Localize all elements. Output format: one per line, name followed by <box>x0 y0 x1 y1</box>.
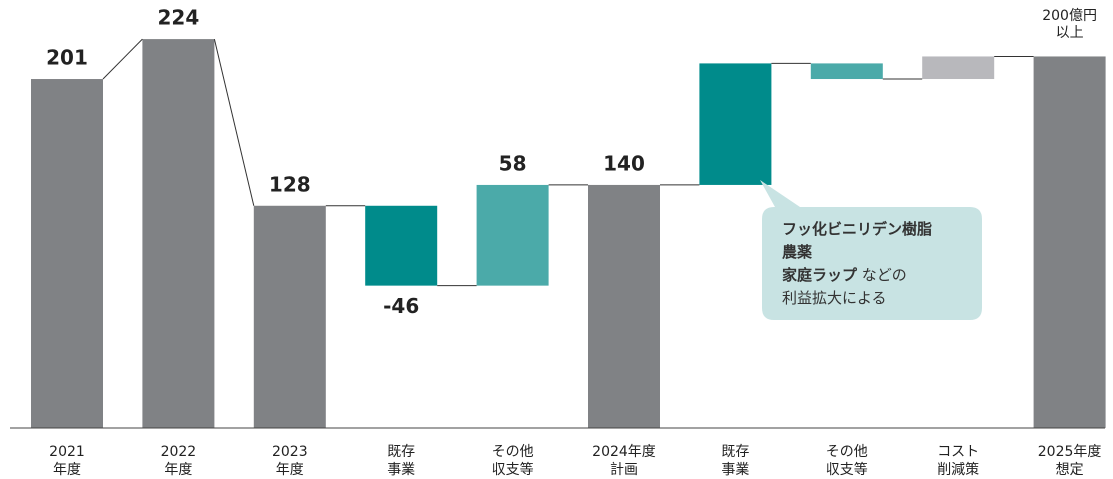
connector <box>102 38 143 80</box>
x-tick-label: その他 <box>826 444 868 460</box>
callout-span: 家庭ラップ <box>782 266 858 284</box>
callout-span: 利益拡大による <box>782 289 887 307</box>
x-tick-label: 年度 <box>53 462 81 478</box>
x-tick-label: 2025年度 <box>1038 444 1102 460</box>
x-tick-label: 既存 <box>721 444 749 460</box>
callout-box <box>760 180 982 320</box>
bar <box>699 63 772 185</box>
x-tick-label: 年度 <box>276 462 304 478</box>
x-tick-label: 事業 <box>721 462 749 478</box>
callout-text: 農薬 <box>782 243 812 261</box>
x-tick-label: 2021 <box>49 444 85 460</box>
bar <box>588 184 660 428</box>
callout-span: フッ化ビニリデン樹脂 <box>782 220 932 238</box>
bar <box>1033 56 1106 429</box>
bar <box>31 79 103 428</box>
x-tick-label: その他 <box>492 444 534 460</box>
x-tick-label: 2022 <box>161 444 197 460</box>
value-label: -46 <box>383 294 419 318</box>
bar <box>810 63 883 80</box>
value-label: 140 <box>603 151 645 175</box>
bar <box>476 184 549 286</box>
x-tick-label: 収支等 <box>492 461 534 478</box>
value-label: 58 <box>499 151 527 175</box>
x-tick-label: 削減策 <box>937 461 979 478</box>
callout-span: などの <box>857 266 907 284</box>
callout-text: フッ化ビニリデン樹脂 <box>782 220 932 238</box>
annotation: 以上 <box>1056 25 1084 41</box>
x-tick-label: 計画 <box>610 462 638 478</box>
callout-span: 農薬 <box>782 243 812 261</box>
value-label: 128 <box>269 172 311 196</box>
bar <box>365 205 438 286</box>
x-tick-label: 年度 <box>164 462 192 478</box>
x-tick-label: 想定 <box>1056 462 1084 478</box>
x-tick-label: 既存 <box>387 444 415 460</box>
x-tick-label: 2024年度 <box>592 444 656 460</box>
bar <box>142 39 215 429</box>
x-tick-label: 2023 <box>272 444 308 460</box>
value-label: 201 <box>46 46 88 70</box>
x-tick-label: 収支等 <box>826 461 868 478</box>
annotation: 200億円 <box>1042 8 1097 24</box>
bar <box>253 205 326 428</box>
x-tick-label: 事業 <box>387 462 415 478</box>
callout-text: 家庭ラップ などの <box>782 266 907 284</box>
callout-text: 利益拡大による <box>782 289 887 307</box>
x-tick-label: コスト <box>937 444 979 460</box>
bar <box>922 56 995 80</box>
value-label: 224 <box>158 6 200 30</box>
connector <box>213 38 255 206</box>
